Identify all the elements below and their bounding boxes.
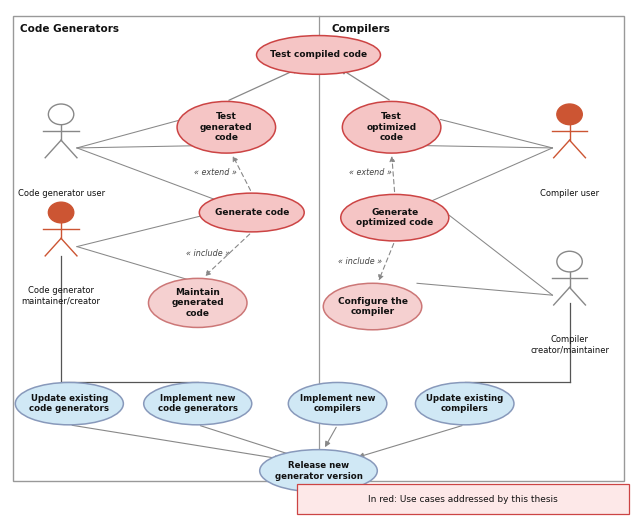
Ellipse shape [177,102,276,153]
Text: Code Generators: Code Generators [20,24,118,34]
Text: Release new
generator version: Release new generator version [275,461,362,481]
Circle shape [48,104,74,125]
Ellipse shape [15,382,124,425]
Ellipse shape [199,193,304,232]
Text: Implement new
compilers: Implement new compilers [300,394,375,413]
Text: Generate
optimized code: Generate optimized code [356,208,433,227]
Text: « extend »: « extend » [349,168,392,177]
Text: Implement new
code generators: Implement new code generators [158,394,238,413]
Text: Update existing
compilers: Update existing compilers [426,394,503,413]
Text: « include »: « include » [187,249,231,258]
Ellipse shape [415,382,514,425]
Text: « include »: « include » [338,257,382,266]
Text: Compilers: Compilers [331,24,390,34]
Text: In red: Use cases addressed by this thesis: In red: Use cases addressed by this thes… [368,495,558,503]
Text: Code generator
maintainer/creator: Code generator maintainer/creator [22,286,101,305]
Ellipse shape [323,283,422,330]
Ellipse shape [260,450,377,492]
Text: « extend »: « extend » [194,168,237,177]
Text: Maintain
generated
code: Maintain generated code [171,288,224,318]
Circle shape [48,202,74,223]
FancyBboxPatch shape [13,16,624,481]
Text: Update existing
code generators: Update existing code generators [29,394,110,413]
Text: Compiler
creator/maintainer: Compiler creator/maintainer [530,335,609,354]
Ellipse shape [289,382,387,425]
Text: Test compiled code: Test compiled code [270,50,367,60]
FancyBboxPatch shape [297,484,629,514]
Text: Test
generated
code: Test generated code [200,112,253,142]
Text: Generate code: Generate code [215,208,289,217]
Text: Compiler user: Compiler user [540,189,599,198]
Ellipse shape [257,36,380,74]
Ellipse shape [341,194,449,241]
Text: Test
optimized
code: Test optimized code [366,112,417,142]
Text: Code generator user: Code generator user [17,189,104,198]
Ellipse shape [144,382,252,425]
Circle shape [557,251,582,272]
Ellipse shape [148,278,247,327]
Text: Configure the
compiler: Configure the compiler [338,297,408,316]
Ellipse shape [342,102,441,153]
Circle shape [557,104,582,125]
